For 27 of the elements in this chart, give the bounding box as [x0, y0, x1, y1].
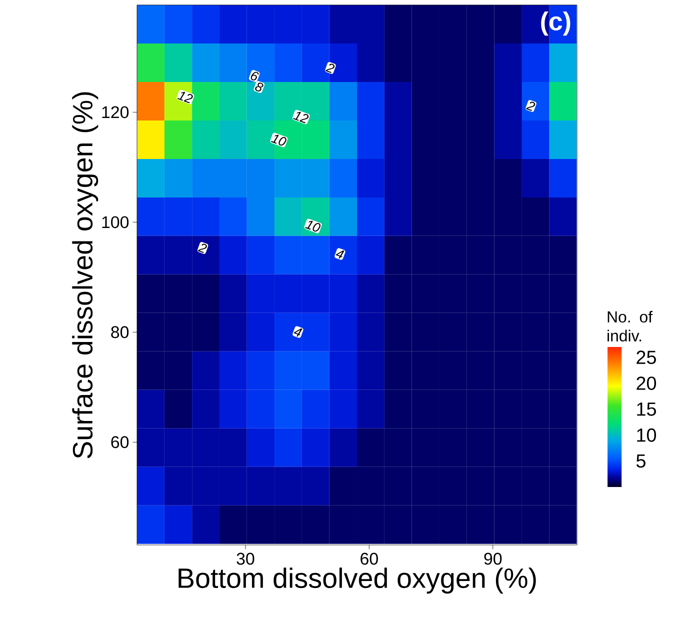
color-bar-label: 25	[636, 350, 656, 364]
color-bar-label: 20	[636, 376, 656, 390]
y-tick-label: 60	[111, 436, 129, 448]
annotation: (c)	[541, 12, 570, 36]
y-tick-label: 100	[102, 216, 129, 228]
annotation: 10	[270, 134, 286, 146]
annotation: 10	[305, 220, 321, 232]
y-tick-label: 120	[102, 106, 129, 118]
annotation: 8	[255, 82, 264, 92]
color-bar-label: 10	[637, 428, 656, 442]
color-bar-label: 15	[637, 402, 656, 416]
annotation: 2	[526, 102, 536, 111]
annotation: 12	[293, 112, 309, 124]
x-axis-title: Bottom dissolved oxygen (%)	[178, 568, 536, 594]
x-tick-label: 60	[360, 552, 378, 565]
x-tick-label: 30	[236, 552, 254, 565]
annotation: 2	[198, 244, 207, 253]
y-axis-title: Surface dissolved oxygen (%)	[72, 92, 98, 458]
annotation: 12	[177, 92, 193, 104]
y-tick-label: 80	[111, 326, 129, 338]
annotation: 6	[250, 72, 259, 80]
annotation: 2	[325, 64, 335, 73]
color-bar-label: 5	[636, 454, 646, 468]
color-bar-title: No. of indiv.	[608, 310, 653, 342]
x-tick-label: 90	[484, 552, 502, 565]
annotation: 4	[336, 250, 344, 259]
annotation: 4	[294, 328, 302, 337]
